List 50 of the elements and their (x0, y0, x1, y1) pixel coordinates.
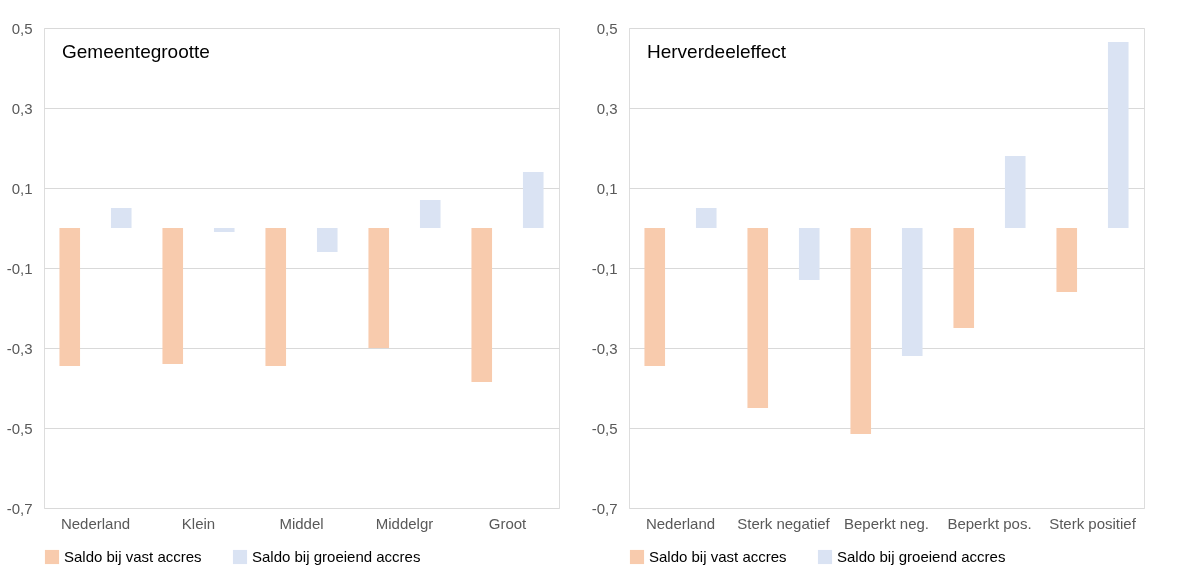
bar (110, 208, 132, 228)
x-tick-label: Beperkt pos. (947, 514, 1032, 532)
y-tick-label: -0,3 (591, 339, 618, 357)
bar (901, 228, 923, 356)
bar (59, 228, 81, 366)
x-tick-label: Middelgr (375, 514, 434, 532)
bar (162, 228, 184, 364)
y-tick-label: 0,1 (596, 179, 618, 197)
bar (368, 228, 390, 348)
y-tick-label: -0,5 (591, 419, 618, 437)
y-tick-label: 0,5 (596, 19, 618, 37)
legend-label: Saldo bij vast accres (64, 548, 202, 565)
legend-label: Saldo bij groeiend accres (837, 548, 1006, 565)
x-tick-label: Sterk negatief (737, 514, 831, 532)
bar (1107, 42, 1129, 228)
y-tick-label: -0,5 (6, 419, 33, 437)
x-tick-label: Middel (279, 514, 324, 532)
bar (1056, 228, 1078, 292)
bar (953, 228, 975, 328)
text: Gemeentegrootte (62, 41, 210, 62)
bar (798, 228, 820, 280)
y-tick-label: -0,7 (6, 499, 33, 517)
y-tick-label: 0,3 (11, 99, 33, 117)
bar (1004, 156, 1026, 228)
y-tick-label: -0,1 (6, 259, 33, 277)
x-tick-label: Nederland (645, 514, 716, 532)
x-tick-label: Sterk positief (1049, 514, 1137, 532)
x-tick-label: Groot (488, 514, 528, 532)
y-tick-label: -0,1 (591, 259, 618, 277)
bar (265, 228, 287, 366)
bar (522, 172, 544, 228)
bar (419, 200, 441, 228)
x-tick-label: Klein (181, 514, 216, 532)
bar (471, 228, 493, 382)
legend-label: Saldo bij groeiend accres (252, 548, 421, 565)
y-tick-label: -0,3 (6, 339, 33, 357)
y-tick-label: 0,3 (596, 99, 618, 117)
x-tick-label: Beperkt neg. (843, 514, 930, 532)
y-tick-label: 0,5 (11, 19, 33, 37)
bar (850, 228, 872, 434)
x-tick-label: Nederland (60, 514, 131, 532)
y-tick-label: 0,1 (11, 179, 33, 197)
y-tick-label: -0,7 (591, 499, 618, 517)
bar (747, 228, 769, 408)
bar (695, 208, 717, 228)
bar (213, 228, 235, 232)
text: Herverdeeleffect (647, 41, 787, 62)
bar (644, 228, 666, 366)
bar (316, 228, 338, 252)
legend-label: Saldo bij vast accres (649, 548, 787, 565)
